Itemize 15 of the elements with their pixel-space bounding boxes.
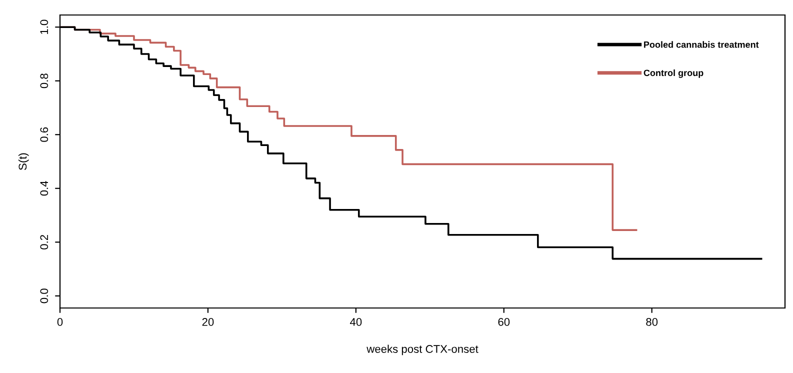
x-tick-label: 60 [498,318,510,326]
legend-label: Control group [644,69,704,78]
legend-label: Pooled cannabis treatment [644,41,759,48]
x-axis-title: weeks post CTX-onset [366,344,478,356]
x-tick-label: 40 [350,318,362,326]
y-tick-label: 0.2 [40,234,48,250]
y-tick-label: 0.8 [40,74,48,88]
y-tick-label: 0.6 [40,127,48,142]
x-tick-label: 80 [646,318,658,326]
x-tick-label: 20 [202,318,214,326]
y-tick-label: 0.0 [40,288,48,304]
y-tick-label: 1.0 [40,20,48,34]
x-tick-label: 0 [57,318,63,326]
y-tick-label: 0.4 [40,180,48,196]
y-axis-title: S(t) [18,153,29,170]
